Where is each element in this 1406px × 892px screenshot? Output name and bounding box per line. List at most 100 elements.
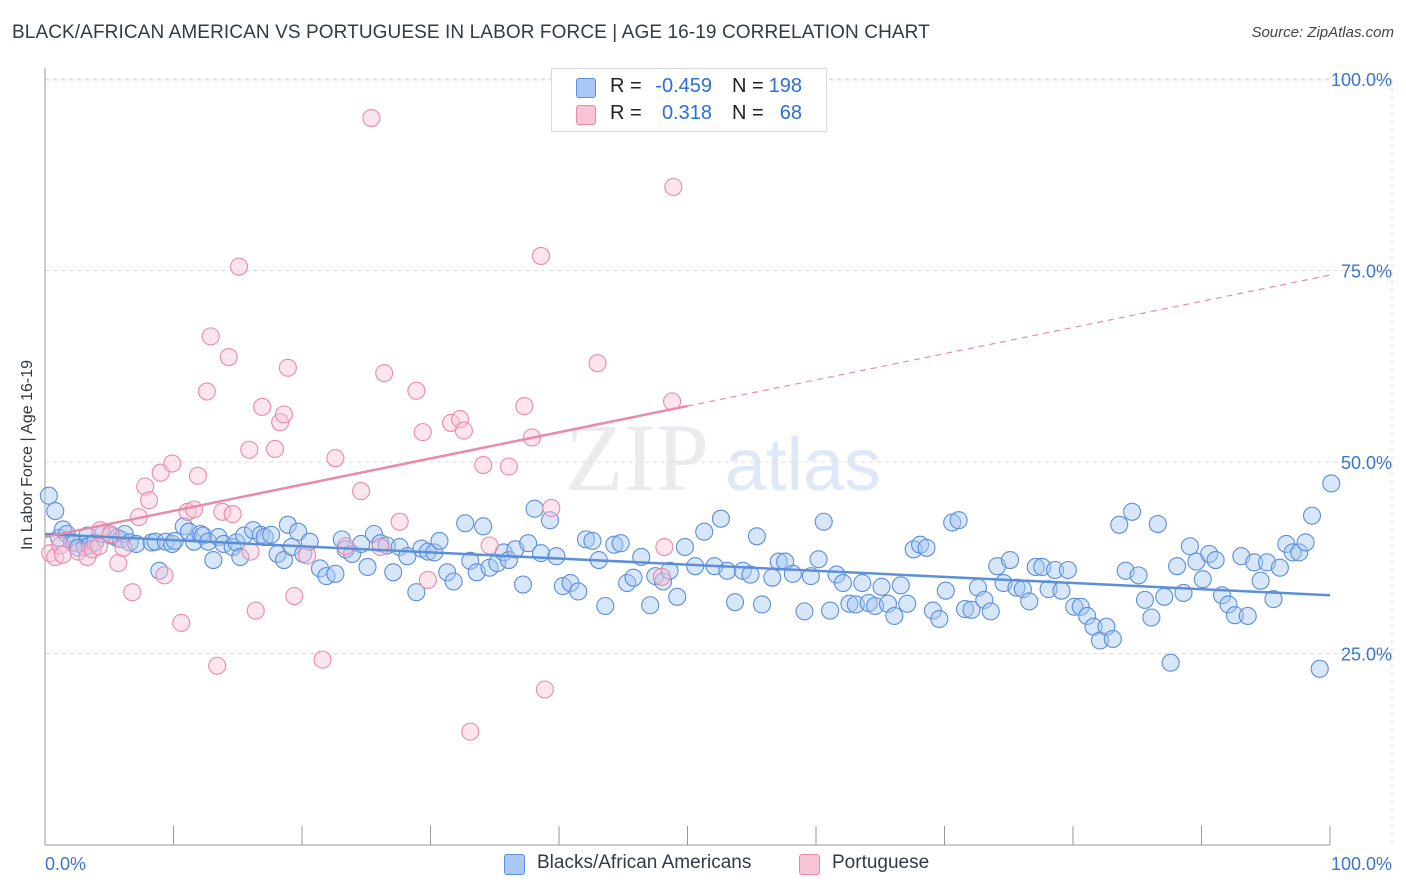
- data-point: [390, 512, 409, 531]
- x-tick-label-left: 0.0%: [45, 854, 86, 874]
- data-point: [752, 595, 772, 614]
- data-point: [652, 567, 671, 586]
- data-point: [278, 358, 297, 377]
- y-tick-label: 100.0%: [1331, 70, 1392, 90]
- data-point: [413, 423, 432, 442]
- data-point: [588, 354, 607, 373]
- data-point: [783, 564, 802, 583]
- data-point: [1155, 587, 1174, 606]
- data-point: [1296, 533, 1315, 552]
- trend-line-blacks: [44, 532, 1331, 597]
- data-point: [1264, 590, 1283, 609]
- data-point: [362, 109, 381, 128]
- data-point: [1052, 581, 1071, 600]
- data-point: [519, 534, 538, 553]
- data-point: [197, 382, 216, 401]
- data-point: [155, 566, 174, 585]
- data-point: [840, 594, 859, 613]
- data-point: [474, 517, 493, 536]
- data-point: [655, 537, 674, 557]
- data-point: [246, 601, 265, 620]
- data-point: [461, 551, 480, 570]
- data-point: [956, 600, 975, 619]
- n-label: N =: [732, 75, 764, 97]
- data-point: [1065, 597, 1084, 616]
- data-point: [725, 593, 745, 612]
- data-point: [201, 327, 220, 346]
- data-point: [1110, 515, 1129, 534]
- data-point: [675, 537, 694, 557]
- legend-swatch-blue: [504, 854, 525, 875]
- data-point: [289, 522, 308, 541]
- data-point: [1219, 595, 1238, 614]
- data-point: [278, 515, 297, 534]
- data-point: [407, 381, 426, 400]
- data-point: [123, 583, 142, 602]
- data-point: [53, 545, 73, 564]
- data-point: [1168, 557, 1187, 576]
- data-point: [872, 577, 891, 596]
- x-tick-labels: 0.0% 100.0%: [45, 854, 1392, 874]
- data-point: [480, 536, 499, 555]
- r-label: R =: [610, 75, 642, 97]
- data-point: [547, 547, 566, 566]
- data-point: [384, 563, 403, 582]
- data-point: [763, 568, 782, 587]
- chart-title: BLACK/AFRICAN AMERICAN VS PORTUGUESE IN …: [12, 22, 930, 43]
- watermark-zip: ZIP: [565, 404, 709, 511]
- data-point: [975, 590, 994, 609]
- data-point: [1322, 474, 1341, 493]
- data-point: [444, 572, 463, 591]
- data-point: [454, 421, 473, 440]
- data-point: [298, 546, 317, 565]
- data-point: [583, 531, 602, 550]
- data-point: [1129, 566, 1148, 585]
- y-tick-label: 50.0%: [1341, 453, 1392, 473]
- data-point: [515, 397, 534, 416]
- data-point: [531, 246, 551, 265]
- data-point: [891, 576, 910, 595]
- data-point: [718, 561, 737, 580]
- data-point: [456, 514, 475, 533]
- data-point: [219, 348, 238, 367]
- x-tick-label-right: 100.0%: [1331, 854, 1392, 874]
- data-point: [664, 177, 683, 197]
- data-point: [229, 257, 249, 276]
- data-point: [814, 512, 833, 531]
- y-tick-label: 75.0%: [1341, 262, 1392, 282]
- data-point: [917, 538, 936, 557]
- data-point: [185, 500, 204, 519]
- data-point: [1302, 506, 1322, 525]
- data-point: [204, 550, 223, 570]
- data-point: [241, 542, 260, 561]
- legend-label: Portuguese: [832, 852, 930, 873]
- data-point: [109, 554, 128, 573]
- data-point: [1180, 537, 1199, 556]
- data-point: [223, 505, 242, 524]
- data-point: [624, 568, 643, 587]
- data-point: [1135, 590, 1155, 609]
- data-point: [1123, 502, 1142, 521]
- data-point: [981, 602, 1000, 621]
- data-point: [1103, 629, 1122, 648]
- data-point: [668, 587, 687, 606]
- r-value: 0.318: [661, 102, 712, 124]
- trend-lines: [44, 274, 1331, 597]
- data-point: [1045, 560, 1065, 580]
- data-point: [451, 410, 470, 429]
- data-point: [1071, 597, 1090, 616]
- data-point: [641, 596, 660, 615]
- data-point: [265, 439, 285, 459]
- data-point: [1206, 550, 1225, 570]
- data-point: [525, 499, 544, 518]
- blue-swatch: [576, 78, 596, 98]
- data-point: [885, 606, 904, 626]
- data-point: [39, 486, 58, 505]
- data-point: [1142, 608, 1161, 627]
- data-point: [898, 594, 917, 613]
- data-point: [962, 600, 981, 619]
- data-point: [605, 535, 624, 554]
- data-point: [499, 457, 518, 476]
- data-point: [274, 405, 294, 424]
